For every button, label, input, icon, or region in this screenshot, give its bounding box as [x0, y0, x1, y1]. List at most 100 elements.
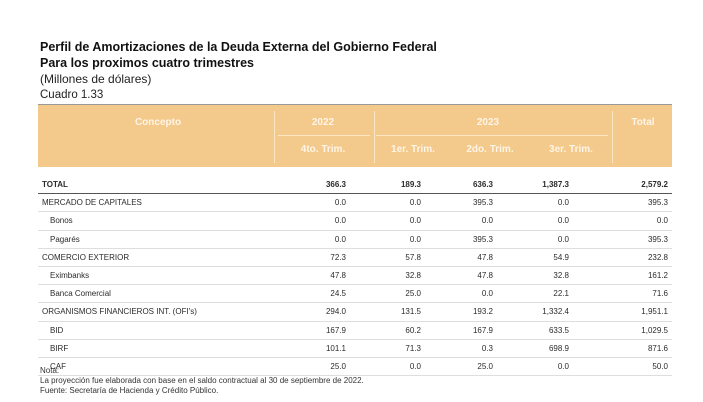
note-text: La proyección fue elaborada con base en … — [40, 376, 364, 385]
table-notes: Nota: La proyección fue elaborada con ba… — [40, 366, 364, 396]
cell-1er-trim: 57.8 — [405, 252, 421, 262]
cell-3er-trim: 1,332.4 — [542, 307, 569, 317]
cell-4to-trim: 0.0 — [334, 216, 346, 226]
cell-1er-trim: 32.8 — [405, 270, 421, 280]
cell-4to-trim: 24.5 — [330, 289, 346, 299]
cell-1er-trim: 60.2 — [405, 325, 421, 335]
table-row: Banca Comercial 24.5 25.0 0.0 22.1 71.6 — [38, 285, 672, 304]
header-total: Total — [631, 117, 655, 128]
cell-1er-trim: 0.0 — [409, 216, 421, 226]
cell-4to-trim: 294.0 — [325, 307, 346, 317]
source-text: Fuente: Secretaría de Hacienda y Crédito… — [40, 386, 219, 395]
table-row: CAF 25.0 0.0 25.0 0.0 50.0 — [38, 358, 672, 377]
header-divider — [374, 111, 375, 163]
header-3er-trim: 3er. Trim. — [549, 144, 593, 155]
cell-3er-trim: 633.5 — [548, 325, 569, 335]
cell-4to-trim: 366.3 — [325, 180, 346, 189]
table-row: BIRF 101.1 71.3 0.3 698.9 871.6 — [38, 340, 672, 358]
cell-2do-trim: 193.2 — [472, 307, 493, 317]
note-heading: Nota: — [40, 366, 60, 375]
cell-2do-trim: 25.0 — [477, 361, 493, 371]
row-label: CAF — [50, 361, 66, 371]
cell-total: 232.8 — [647, 252, 668, 262]
cell-2do-trim: 47.8 — [477, 270, 493, 280]
table-row: BID 167.9 60.2 167.9 633.5 1,029.5 — [38, 322, 672, 340]
cell-total: 161.2 — [647, 270, 668, 280]
row-label: MERCADO DE CAPITALES — [42, 198, 142, 208]
cell-2do-trim: 636.3 — [472, 180, 493, 189]
cell-3er-trim: 698.9 — [548, 343, 569, 353]
cell-4to-trim: 0.0 — [334, 234, 346, 244]
cell-3er-trim: 22.1 — [553, 289, 569, 299]
table-row: Bonos 0.0 0.0 0.0 0.0 0.0 — [38, 212, 672, 231]
cell-total: 871.6 — [647, 343, 668, 353]
header-1er-trim: 1er. Trim. — [391, 144, 435, 155]
cell-total: 0.0 — [656, 216, 668, 226]
table-row: COMERCIO EXTERIOR 72.3 57.8 47.8 54.9 23… — [38, 249, 672, 267]
cell-1er-trim: 0.0 — [409, 234, 421, 244]
cell-3er-trim: 0.0 — [557, 361, 569, 371]
table-row: Eximbanks 47.8 32.8 47.8 32.8 161.2 — [38, 267, 672, 286]
cell-3er-trim: 32.8 — [553, 270, 569, 280]
cuadro-label: Cuadro 1.33 — [40, 89, 104, 101]
cell-total: 1,029.5 — [641, 325, 668, 335]
cell-4to-trim: 72.3 — [330, 252, 346, 262]
header-year-2023: 2023 — [476, 117, 500, 128]
cell-3er-trim: 0.0 — [557, 234, 569, 244]
cell-4to-trim: 25.0 — [330, 361, 346, 371]
cell-1er-trim: 25.0 — [405, 289, 421, 299]
header-divider — [274, 111, 275, 163]
page-title: Perfil de Amortizaciones de la Deuda Ext… — [40, 40, 437, 54]
page-subtitle: Para los proximos cuatro trimestres — [40, 56, 254, 70]
cell-1er-trim: 71.3 — [405, 343, 421, 353]
cell-2do-trim: 167.9 — [472, 325, 493, 335]
row-label: Pagarés — [50, 234, 80, 244]
row-label: COMERCIO EXTERIOR — [42, 252, 130, 262]
cell-1er-trim: 189.3 — [400, 180, 421, 189]
cell-3er-trim: 0.0 — [557, 198, 569, 208]
row-label: Eximbanks — [50, 270, 90, 280]
row-label: BID — [50, 325, 64, 335]
cell-3er-trim: 1,387.3 — [542, 180, 569, 189]
cell-4to-trim: 0.0 — [334, 198, 346, 208]
header-year-2022: 2022 — [311, 117, 335, 128]
cell-1er-trim: 0.0 — [409, 361, 421, 371]
cell-1er-trim: 131.5 — [400, 307, 421, 317]
header-rule-2023 — [376, 135, 608, 136]
table-header: Concepto 2022 2023 Total 4to. Trim. 1er.… — [38, 105, 672, 167]
cell-1er-trim: 0.0 — [409, 198, 421, 208]
table-row: TOTAL 366.3 189.3 636.3 1,387.3 2,579.2 — [38, 176, 672, 195]
header-2do-trim: 2do. Trim. — [466, 144, 514, 155]
cell-total: 71.6 — [652, 289, 668, 299]
table-top-rule — [38, 104, 672, 105]
header-4to-trim: 4to. Trim. — [300, 144, 346, 155]
header-rule-2022 — [278, 135, 370, 136]
header-divider — [612, 111, 613, 163]
cell-2do-trim: 0.0 — [481, 216, 493, 226]
cell-4to-trim: 47.8 — [330, 270, 346, 280]
cell-3er-trim: 0.0 — [557, 216, 569, 226]
header-concepto: Concepto — [134, 117, 182, 128]
table-body: TOTAL 366.3 189.3 636.3 1,387.3 2,579.2 … — [38, 176, 672, 377]
row-label: TOTAL — [42, 180, 68, 189]
cell-4to-trim: 101.1 — [325, 343, 346, 353]
cell-2do-trim: 395.3 — [472, 198, 493, 208]
table-row: ORGANISMOS FINANCIEROS INT. (OFI's) 294.… — [38, 303, 672, 322]
table-row: MERCADO DE CAPITALES 0.0 0.0 395.3 0.0 3… — [38, 194, 672, 213]
row-label: ORGANISMOS FINANCIEROS INT. (OFI's) — [42, 307, 197, 317]
table-row: Pagarés 0.0 0.0 395.3 0.0 395.3 — [38, 231, 672, 249]
cell-2do-trim: 0.0 — [481, 289, 493, 299]
cell-total: 395.3 — [647, 234, 668, 244]
cell-total: 395.3 — [647, 198, 668, 208]
cell-total: 2,579.2 — [641, 180, 668, 189]
cell-total: 1,951.1 — [641, 307, 668, 317]
row-label: Bonos — [50, 216, 73, 226]
cell-2do-trim: 395.3 — [472, 234, 493, 244]
cell-3er-trim: 54.9 — [553, 252, 569, 262]
cell-4to-trim: 167.9 — [325, 325, 346, 335]
units-label: (Millones de dólares) — [40, 72, 152, 86]
cell-total: 50.0 — [652, 361, 668, 371]
cell-2do-trim: 47.8 — [477, 252, 493, 262]
row-label: BIRF — [50, 343, 69, 353]
cell-2do-trim: 0.3 — [481, 343, 493, 353]
